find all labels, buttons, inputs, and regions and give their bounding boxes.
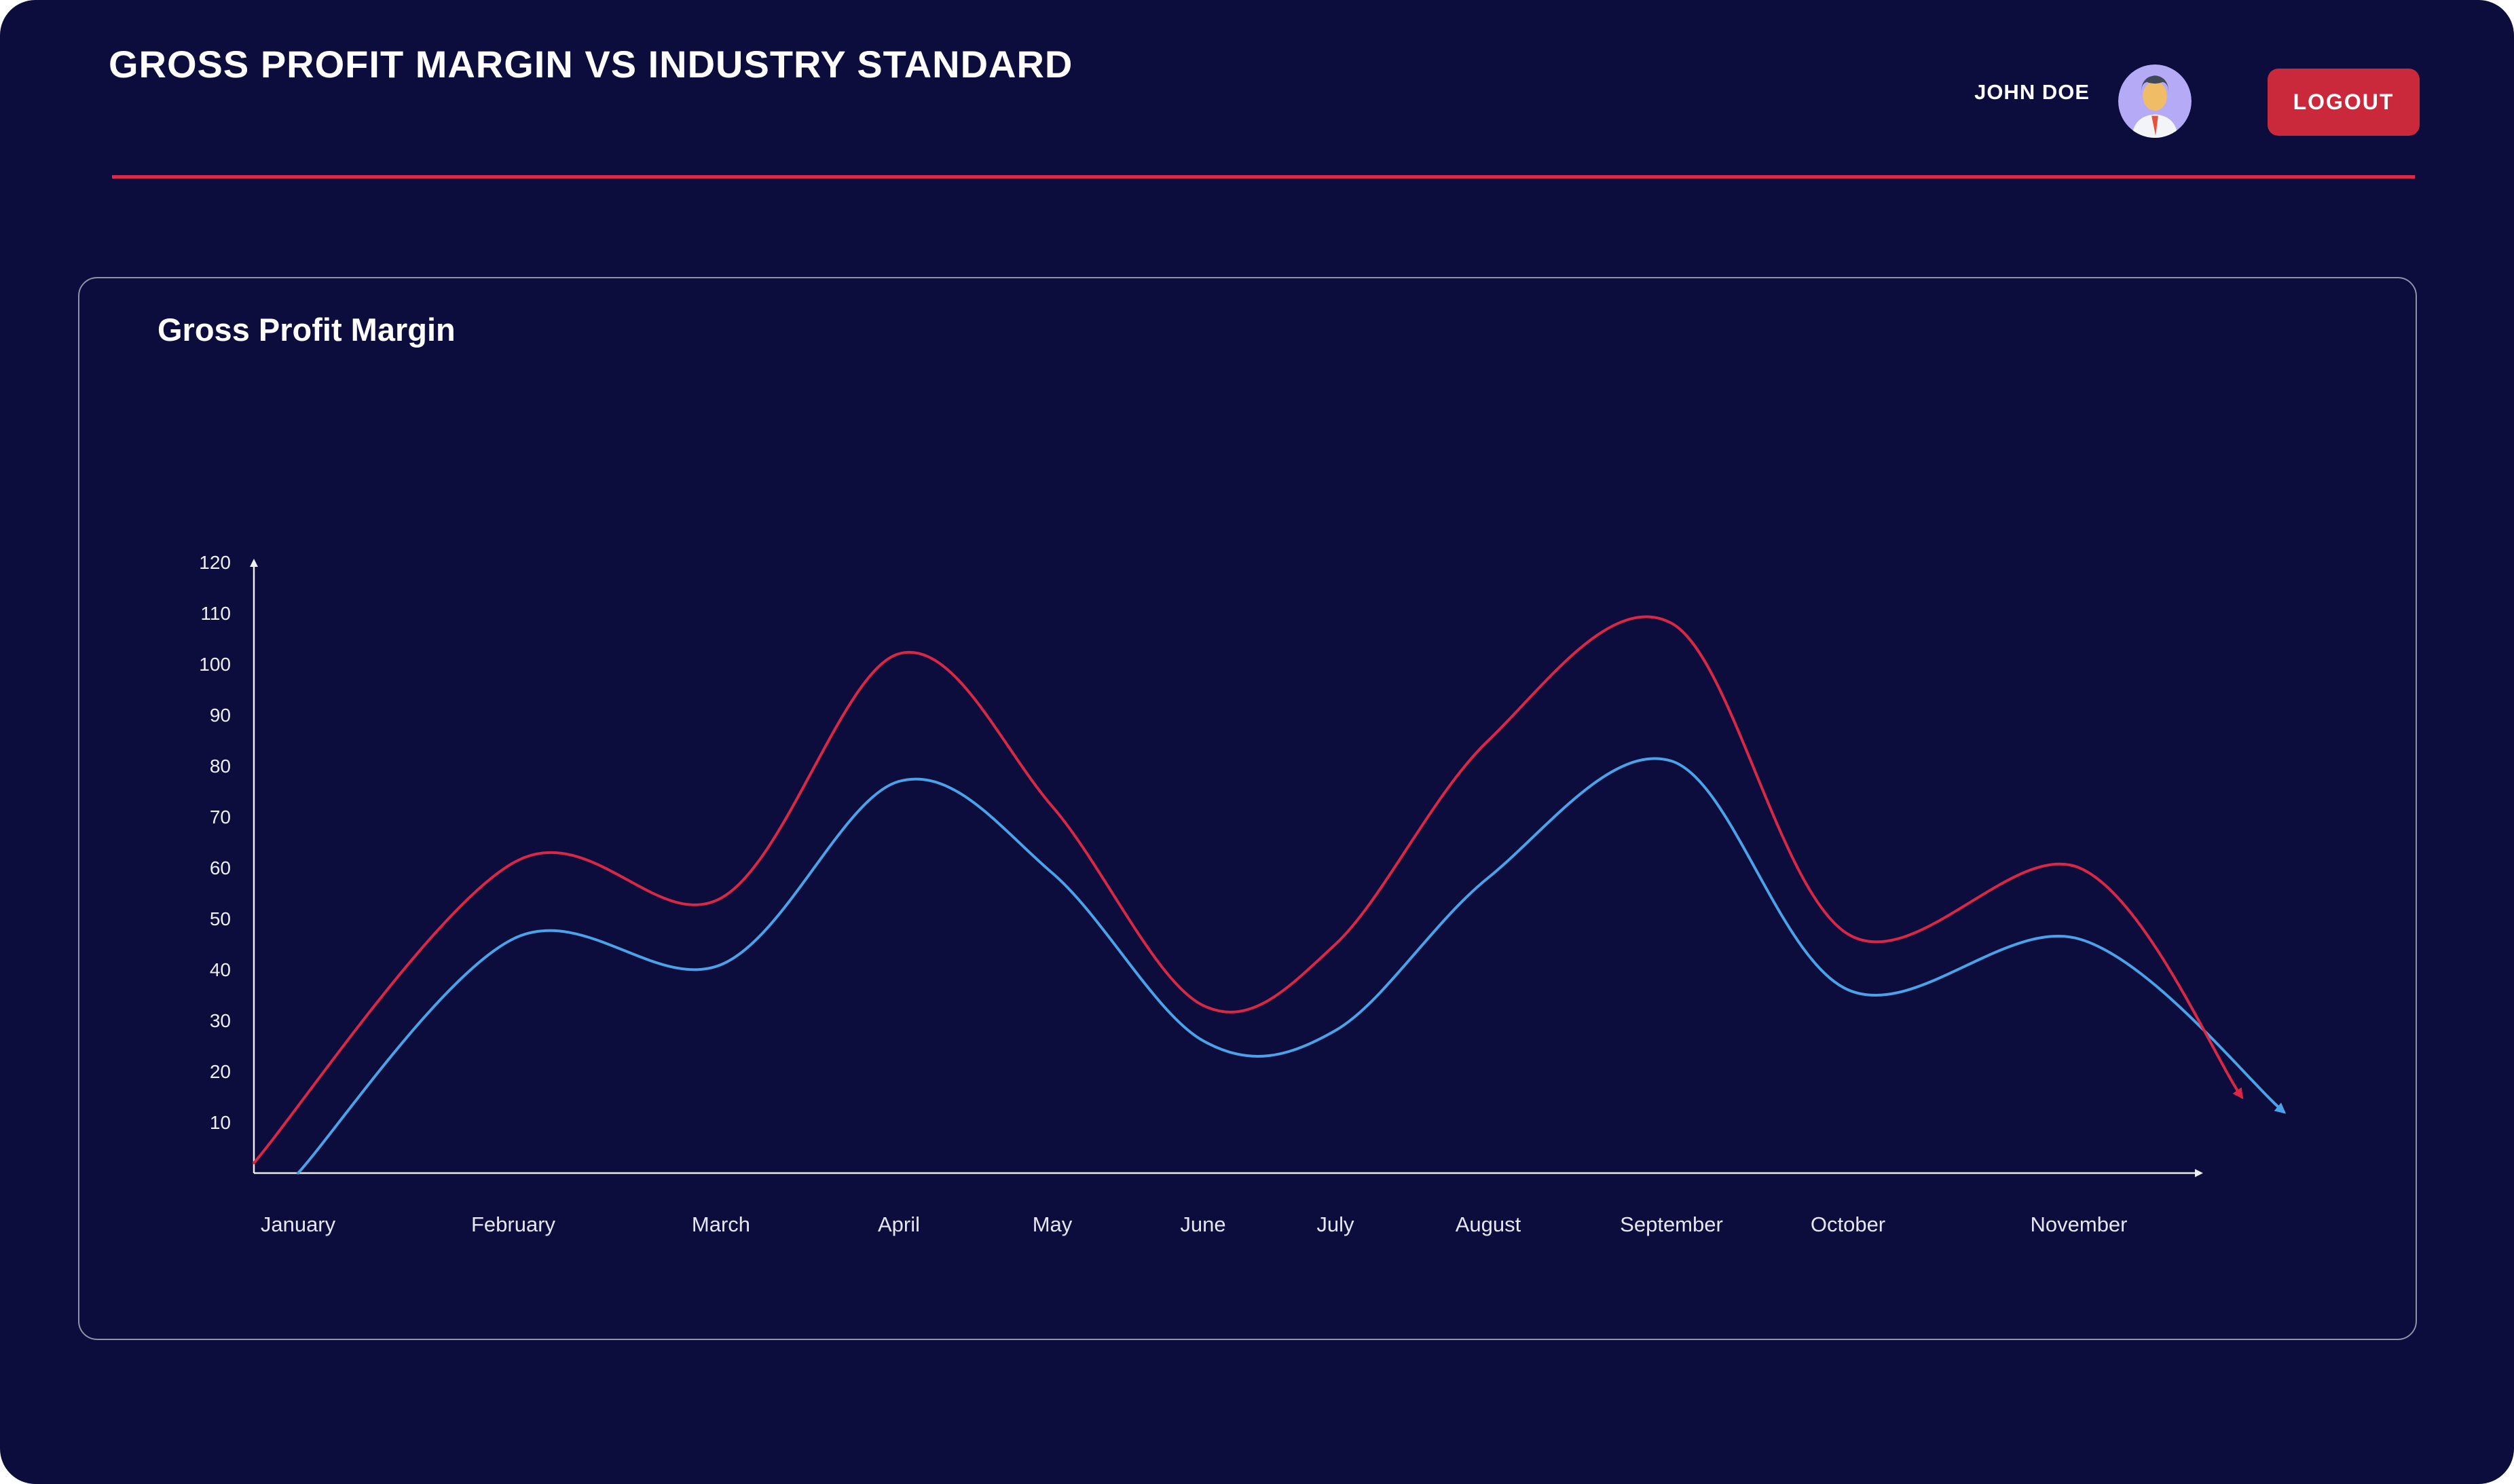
y-tick-label: 50 (210, 908, 231, 929)
x-tick-label: November (2031, 1212, 2128, 1236)
person-icon (2118, 64, 2192, 138)
x-tick-label: February (471, 1212, 556, 1236)
x-tick-label: August (1456, 1212, 1521, 1236)
x-tick-label: May (1033, 1212, 1073, 1236)
series-line-gross-profit-margin (297, 757, 2287, 1174)
x-tick-label: October (1811, 1212, 1885, 1236)
page-title: GROSS PROFIT MARGIN VS INDUSTRY STANDARD (109, 43, 1073, 86)
x-tick-label: September (1620, 1212, 1723, 1236)
chart-title: Gross Profit Margin (158, 312, 456, 348)
y-tick-label: 10 (210, 1112, 231, 1133)
logout-button[interactable]: LOGOUT (2268, 69, 2420, 136)
x-tick-label: March (692, 1212, 750, 1236)
line-chart: 10 20 30 40 50 60 70 80 90 100 110 120 January Februa… (199, 552, 2287, 1236)
y-tick-label: 30 (210, 1010, 231, 1031)
y-tick-label: 40 (210, 959, 231, 980)
y-tick-label: 90 (210, 705, 231, 726)
x-tick-label: January (261, 1212, 336, 1236)
y-tick-label: 120 (199, 552, 231, 573)
user-name: JOHN DOE (1974, 80, 2090, 104)
x-tick-label: June (1180, 1212, 1225, 1236)
user-avatar[interactable] (2118, 64, 2192, 138)
y-tick-label: 20 (210, 1061, 231, 1082)
y-tick-label: 80 (210, 756, 231, 777)
series-line-industry-standard (253, 615, 2244, 1164)
x-tick-label: July (1316, 1212, 1354, 1236)
chart-card: Gross Profit Margin 10 20 30 40 50 60 70 80 90 10… (78, 277, 2417, 1340)
y-tick-label: 110 (200, 603, 231, 624)
header-divider (112, 175, 2415, 179)
y-tick-label: 60 (210, 857, 231, 878)
y-tick-label: 70 (210, 806, 231, 828)
x-tick-label: April (878, 1212, 920, 1236)
y-tick-label: 100 (199, 654, 231, 675)
